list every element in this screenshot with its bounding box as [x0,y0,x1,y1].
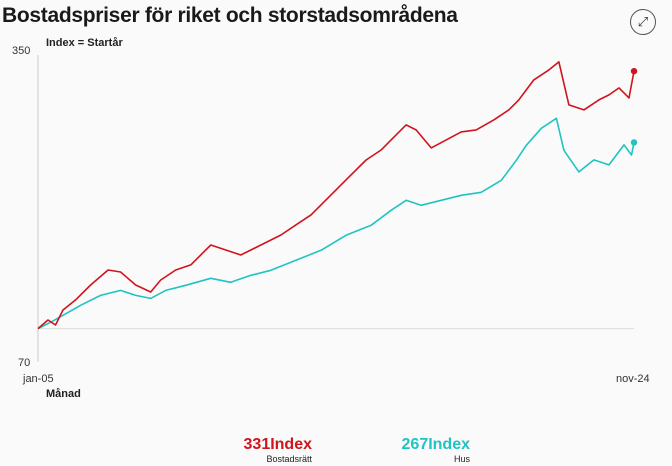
expand-arrows-icon: ⤢ [637,14,649,29]
legend-name: Hus [453,454,470,464]
series-line-hus [37,117,635,330]
series-end-marker [630,139,638,146]
y-tick-max: 350 [12,45,31,57]
y-axis-label: Index = Startår [46,37,123,49]
legend-item-hus: 267Index Hus [402,436,470,464]
legend-name: Bostadsrätt [266,454,312,464]
legend-value: 331Index [243,436,312,453]
expand-button[interactable]: ⤢ [630,9,656,35]
y-tick-min: 70 [18,357,31,369]
series-line-bostadsrtt [37,61,635,330]
legend-value: 267Index [401,436,470,453]
legend-item-bostadsratt: 331Index Bostadsrätt [244,436,312,464]
x-axis-label: Månad [46,388,81,400]
x-tick-end: nov-24 [616,373,650,385]
x-tick-start: jan-05 [23,373,54,385]
chart-title: Bostadspriser för riket och storstadsomr… [2,4,458,27]
series-end-marker [630,67,638,75]
